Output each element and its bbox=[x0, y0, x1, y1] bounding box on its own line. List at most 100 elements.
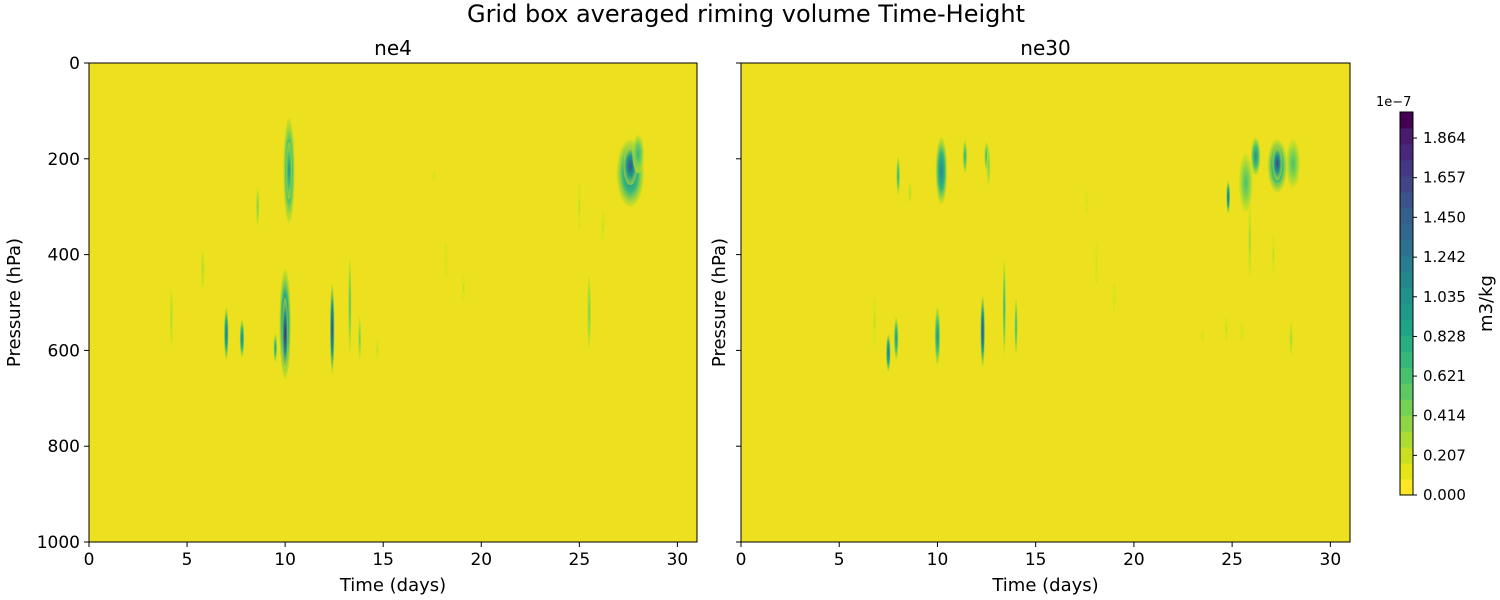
heatmap-feature bbox=[256, 187, 260, 226]
heatmap-feature bbox=[962, 139, 968, 174]
heatmap-feature bbox=[601, 211, 605, 241]
heatmap-feature bbox=[896, 156, 901, 195]
colorbar: 0.000 0.207 0.414 0.621 0.828 1.035 1.242 1.450… bbox=[1376, 95, 1497, 504]
colorbar-tick-label: 1.657 bbox=[1423, 169, 1466, 187]
y-tick-label: 200 bbox=[48, 150, 80, 170]
y-tick-label: 600 bbox=[48, 341, 80, 361]
heatmap-feature bbox=[1226, 180, 1231, 214]
x-tick-label: 30 bbox=[667, 550, 689, 570]
colorbar-level bbox=[1400, 399, 1413, 416]
heatmap-feature bbox=[358, 316, 362, 360]
heatmap-feature bbox=[1271, 235, 1275, 274]
heatmap-feature bbox=[587, 276, 592, 349]
colorbar-level bbox=[1400, 383, 1413, 400]
heatmap-feature bbox=[577, 182, 581, 231]
heatmap-feature bbox=[893, 316, 899, 360]
x-tick-label: 15 bbox=[1025, 550, 1047, 570]
x-tick-label: 20 bbox=[1123, 550, 1145, 570]
colorbar-level bbox=[1400, 271, 1413, 289]
y-tick-label: 800 bbox=[48, 437, 80, 457]
y-tick-label: 400 bbox=[48, 246, 80, 266]
colorbar-tick-label: 1.035 bbox=[1423, 288, 1466, 306]
heatmap-feature bbox=[1201, 331, 1205, 341]
panel-title: ne30 bbox=[1020, 36, 1070, 60]
heatmap-feature bbox=[1250, 137, 1261, 176]
heatmap-feature bbox=[462, 276, 466, 301]
colorbar-level bbox=[1400, 431, 1413, 448]
heatmap-field bbox=[741, 63, 1350, 542]
panel-ne4: ne4 0 5 10 15 20 25 30 Time (days) 0 200 400 600 800 1… bbox=[4, 36, 698, 596]
heatmap-feature bbox=[239, 319, 245, 358]
heatmap-feature bbox=[1248, 204, 1252, 277]
colorbar-tick-label: 0.000 bbox=[1423, 486, 1466, 504]
colorbar-level bbox=[1400, 175, 1413, 193]
heatmap-feature bbox=[885, 333, 891, 372]
heatmap-feature bbox=[282, 297, 289, 370]
colorbar-tick-label: 0.828 bbox=[1423, 327, 1466, 345]
colorbar-label: m3/kg bbox=[1476, 275, 1497, 332]
heatmap-feature bbox=[1272, 146, 1283, 181]
colorbar-tick-label: 0.621 bbox=[1423, 367, 1466, 385]
colorbar-level bbox=[1400, 223, 1413, 241]
x-tick-label: 25 bbox=[1221, 550, 1243, 570]
x-axis-label: Time (days) bbox=[991, 575, 1098, 596]
heatmap-feature bbox=[986, 146, 991, 186]
y-axis-label: Pressure (hPa) bbox=[709, 238, 730, 367]
heatmap-feature bbox=[348, 256, 352, 353]
heatmap-feature bbox=[872, 297, 877, 346]
heatmap-feature bbox=[273, 333, 278, 363]
x-tick-label: 10 bbox=[274, 550, 296, 570]
y-axis-label: Pressure (hPa) bbox=[4, 238, 25, 367]
y-tick-label: 1000 bbox=[37, 533, 80, 553]
heatmap-feature bbox=[432, 170, 436, 181]
heatmap-feature bbox=[286, 142, 292, 200]
colorbar-tick-label: 1.242 bbox=[1423, 248, 1466, 266]
heatmap-features bbox=[872, 137, 1300, 372]
colorbar-level bbox=[1400, 287, 1413, 304]
colorbar-level bbox=[1400, 351, 1413, 368]
colorbar-level bbox=[1400, 303, 1413, 320]
colorbar-tick-label: 1.450 bbox=[1423, 208, 1466, 226]
heatmap-feature bbox=[375, 340, 379, 360]
x-tick-label: 10 bbox=[927, 550, 949, 570]
colorbar-level bbox=[1400, 207, 1413, 225]
colorbar-level bbox=[1400, 127, 1413, 145]
colorbar-tick-label: 0.414 bbox=[1423, 407, 1466, 425]
heatmap-feature bbox=[201, 249, 205, 289]
heatmap-feature bbox=[908, 182, 912, 202]
heatmap-feature bbox=[1014, 297, 1018, 356]
x-tick-label: 5 bbox=[182, 550, 193, 570]
heatmap-feature bbox=[1085, 189, 1089, 214]
heatmap-feature bbox=[1224, 316, 1228, 341]
heatmap-feature bbox=[329, 283, 335, 375]
colorbar-level bbox=[1400, 463, 1413, 480]
heatmap-feature bbox=[1286, 139, 1300, 188]
heatmap-feature bbox=[632, 134, 645, 174]
x-tick-label: 30 bbox=[1320, 550, 1342, 570]
heatmap-field bbox=[89, 63, 697, 542]
colorbar-level bbox=[1400, 159, 1413, 177]
heatmap-feature bbox=[1239, 154, 1253, 212]
x-tick-label: 15 bbox=[372, 550, 394, 570]
heatmap-feature bbox=[1094, 245, 1099, 284]
panel-title: ne4 bbox=[374, 36, 412, 60]
colorbar-multiplier: 1e−7 bbox=[1376, 95, 1411, 110]
colorbar-level bbox=[1400, 191, 1413, 209]
axes-frame bbox=[740, 62, 1351, 543]
heatmap-feature bbox=[444, 242, 448, 277]
colorbar-level bbox=[1400, 143, 1413, 161]
colorbar-level bbox=[1400, 335, 1413, 352]
colorbar-level bbox=[1400, 447, 1413, 464]
heatmap-feature bbox=[1289, 321, 1293, 356]
heatmap-feature bbox=[1002, 259, 1006, 356]
heatmap-feature bbox=[935, 137, 948, 205]
heatmap-feature bbox=[1112, 283, 1116, 313]
colorbar-level bbox=[1400, 112, 1413, 129]
x-tick-label: 20 bbox=[470, 550, 492, 570]
x-tick-label: 25 bbox=[569, 550, 591, 570]
colorbar-level bbox=[1400, 255, 1413, 273]
figure-title: Grid box averaged riming volume Time-Hei… bbox=[467, 0, 1025, 28]
heatmap-feature bbox=[934, 307, 941, 365]
